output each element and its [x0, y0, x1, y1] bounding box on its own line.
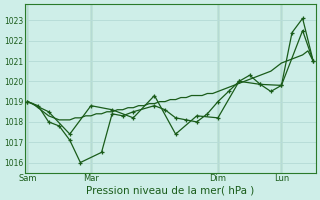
- X-axis label: Pression niveau de la mer( hPa ): Pression niveau de la mer( hPa ): [86, 186, 254, 196]
